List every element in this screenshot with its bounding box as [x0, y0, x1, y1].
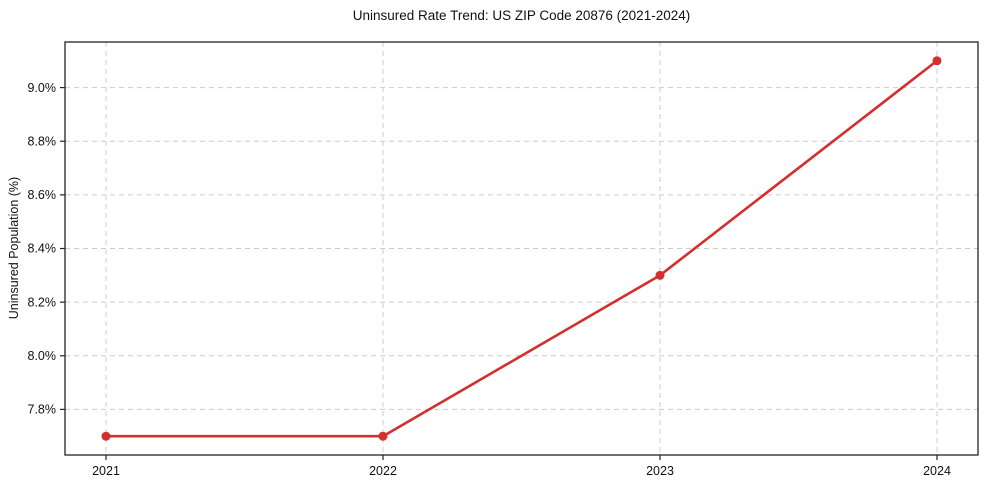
trend-line [104, 59, 939, 438]
x-tick-label: 2021 [92, 464, 120, 478]
y-tick-label: 8.8% [28, 134, 57, 148]
y-tick-label: 7.8% [28, 403, 57, 417]
y-tick-label: 8.2% [28, 295, 57, 309]
data-point [378, 431, 388, 441]
x-tick-label: 2022 [369, 464, 397, 478]
x-tick-label: 2024 [923, 464, 951, 478]
y-tick-label: 8.4% [28, 242, 57, 256]
y-tick-label: 8.6% [28, 188, 57, 202]
data-point [655, 270, 665, 280]
chart-title: Uninsured Rate Trend: US ZIP Code 20876 … [352, 8, 691, 23]
data-point [101, 431, 111, 441]
y-tick-label: 9.0% [28, 81, 57, 95]
y-tick-label: 8.0% [28, 349, 57, 363]
x-tick-label: 2023 [646, 464, 674, 478]
data-point [932, 56, 942, 66]
